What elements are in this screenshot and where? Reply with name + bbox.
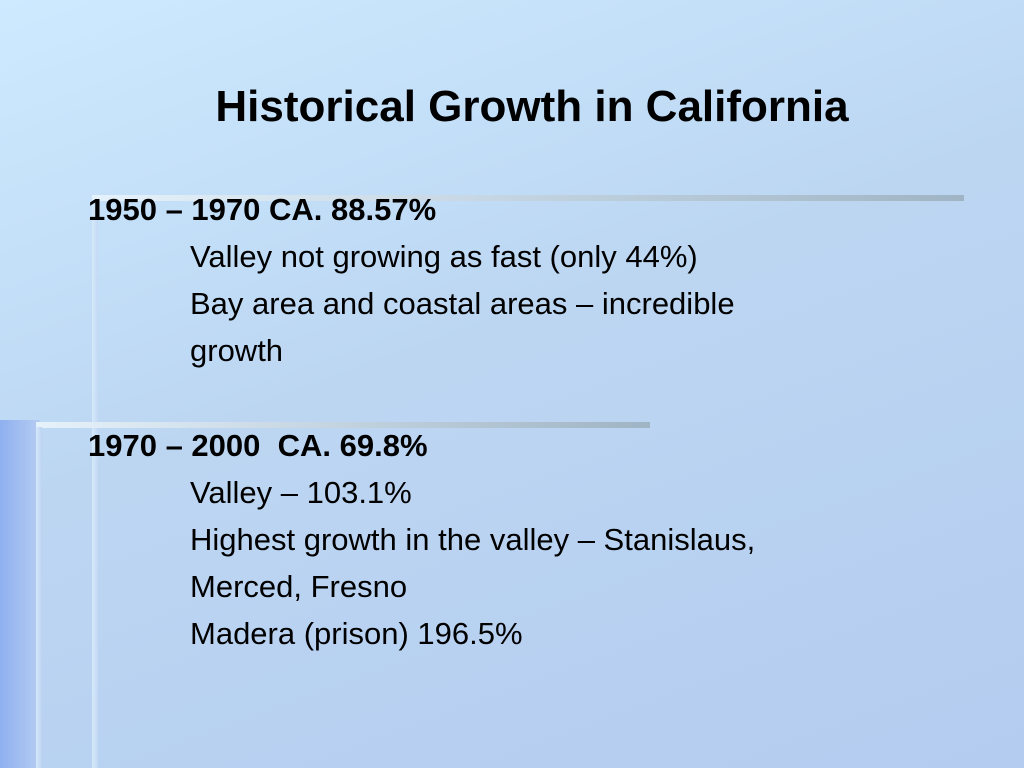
bullet-text: Highest growth in the valley – Stanislau… bbox=[190, 522, 756, 557]
bullet-text: Madera (prison) 196.5% bbox=[190, 616, 523, 651]
section-heading: 1950 – 1970 CA. 88.57% bbox=[88, 192, 437, 227]
decor-vbar-1 bbox=[92, 200, 98, 768]
slide-title: Historical Growth in California bbox=[215, 82, 849, 131]
decor-left-band bbox=[0, 420, 40, 768]
bullet-text: growth bbox=[190, 333, 284, 368]
section-heading: 1970 – 2000 CA. 69.8% bbox=[88, 428, 428, 463]
bullet-text: Valley – 103.1% bbox=[190, 475, 412, 510]
bullet-text: Valley not growing as fast (only 44%) bbox=[190, 239, 698, 274]
decor-bar-1 bbox=[92, 195, 964, 201]
decor-vbar-2 bbox=[36, 427, 42, 768]
decor-bar-2 bbox=[36, 422, 650, 428]
bullet-text: Merced, Fresno bbox=[190, 569, 408, 604]
bullet-text: Bay area and coastal areas – incredible bbox=[190, 286, 735, 321]
